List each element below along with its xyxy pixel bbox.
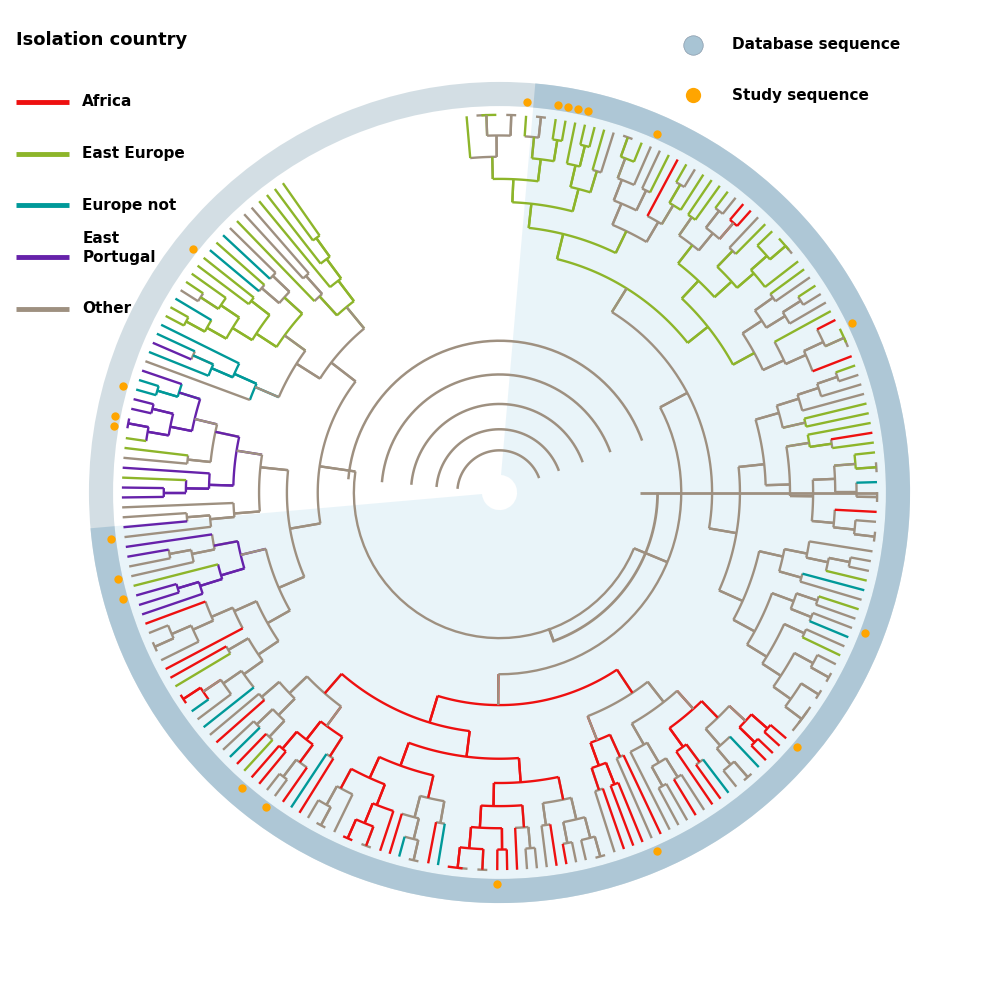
Text: Isolation country: Isolation country (16, 32, 188, 49)
Text: Europe not: Europe not (82, 198, 177, 213)
Text: Portugal: Portugal (82, 249, 156, 265)
Text: Database sequence: Database sequence (732, 37, 900, 52)
Text: East Europe: East Europe (82, 146, 185, 161)
Text: Other: Other (82, 301, 132, 316)
Text: Study sequence: Study sequence (732, 88, 869, 102)
Text: East: East (82, 230, 120, 245)
Wedge shape (89, 82, 910, 903)
Wedge shape (91, 84, 910, 903)
Wedge shape (115, 107, 886, 879)
Text: Africa: Africa (82, 95, 133, 109)
